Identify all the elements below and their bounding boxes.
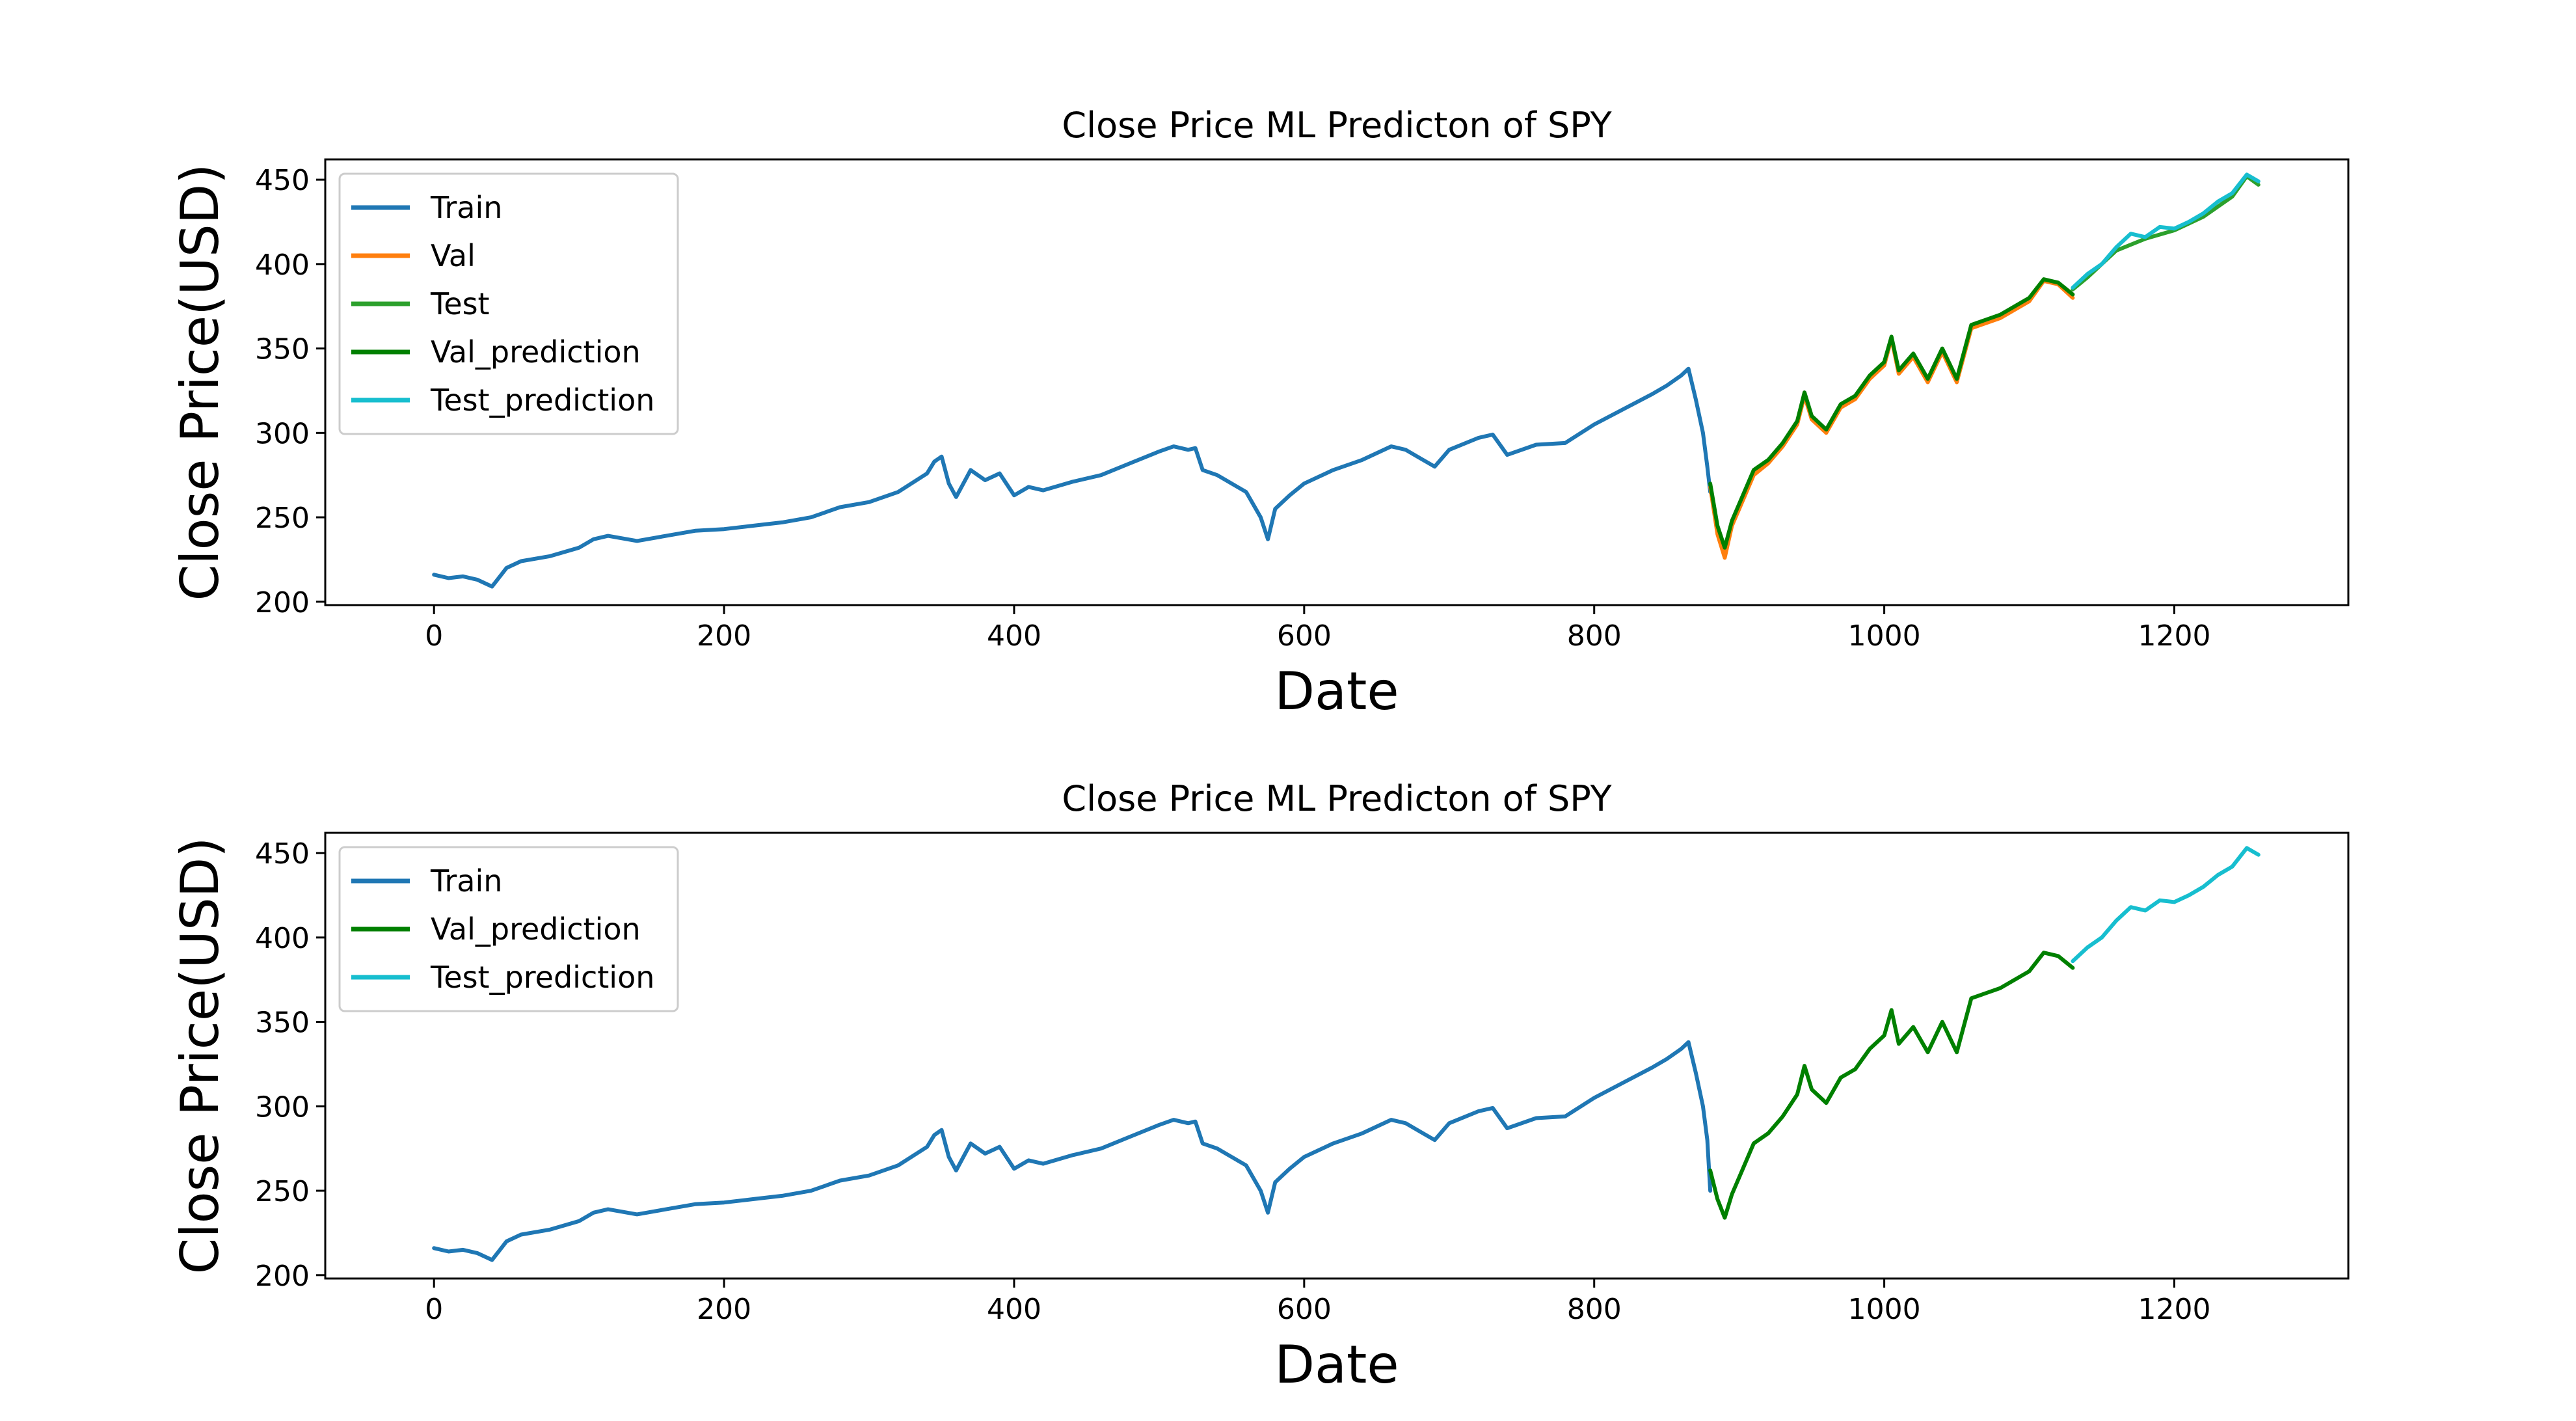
y-tick-label: 450: [255, 164, 310, 197]
legend: [338, 846, 679, 1012]
chart-top: 0 200 400 600 800 1000 1200 200 250 300 350 400 450 C…: [170, 105, 2350, 722]
y-tick-label: 450: [255, 837, 310, 871]
x-tick-label: 400: [987, 619, 1041, 653]
legend-entry: Val_prediction: [431, 334, 641, 370]
y-tick-label: 400: [255, 922, 310, 955]
x-tick-label: 200: [697, 1293, 751, 1326]
axes-frame: [324, 158, 2350, 606]
y-tick-label: 250: [255, 502, 310, 535]
x-tick-label: 200: [697, 619, 751, 653]
y-axis-label: Close Price(USD): [170, 837, 230, 1275]
legend: [338, 172, 679, 435]
chart-bottom: 0 200 400 600 800 1000 1200 200 250 300 350 400 450 C…: [170, 778, 2350, 1395]
series-line-test-prediction: [2071, 172, 2261, 290]
x-tick-label: 800: [1567, 619, 1622, 653]
series-line-test-prediction: [2071, 846, 2261, 964]
y-tick-label: 200: [255, 1260, 310, 1293]
legend-entry: Test_prediction: [430, 383, 654, 418]
legend-entry: Val_prediction: [431, 912, 641, 947]
x-tick-label: 600: [1277, 619, 1332, 653]
y-tick-label: 300: [255, 1090, 310, 1124]
legend-entry: Test_prediction: [430, 960, 654, 995]
series-line-train: [432, 366, 1713, 589]
x-tick-label: 1200: [2138, 619, 2210, 653]
x-tick-label: 0: [425, 619, 443, 653]
x-axis-label: Date: [1274, 661, 1399, 722]
legend-entry: Test: [430, 286, 490, 321]
axes-frame: [324, 832, 2350, 1280]
x-tick-label: 1200: [2138, 1293, 2210, 1326]
y-tick-label: 350: [255, 1007, 310, 1040]
x-tick-label: 1000: [1848, 619, 1921, 653]
y-tick-label: 400: [255, 249, 310, 282]
legend-entry: Val: [431, 238, 476, 273]
chart-title: Close Price ML Predicton of SPY: [1062, 778, 1612, 819]
legend-entry: Train: [430, 863, 502, 899]
y-tick-label: 300: [255, 417, 310, 450]
series-line-val: [1708, 278, 2075, 560]
x-tick-label: 800: [1567, 1293, 1622, 1326]
x-tick-label: 600: [1277, 1293, 1332, 1326]
series-line-train: [432, 1040, 1713, 1262]
x-tick-label: 1000: [1848, 1293, 1921, 1326]
x-axis-label: Date: [1274, 1334, 1399, 1395]
y-tick-label: 350: [255, 333, 310, 366]
chart-title: Close Price ML Predicton of SPY: [1062, 105, 1612, 146]
series-line-val-prediction: [1708, 951, 2075, 1220]
y-tick-label: 250: [255, 1175, 310, 1208]
y-axis-label: Close Price(USD): [170, 164, 230, 601]
x-tick-label: 400: [987, 1293, 1041, 1326]
series-line-val-prediction: [1708, 277, 2075, 550]
x-tick-label: 0: [425, 1293, 443, 1326]
legend-entry: Train: [430, 190, 502, 225]
y-tick-label: 200: [255, 586, 310, 619]
